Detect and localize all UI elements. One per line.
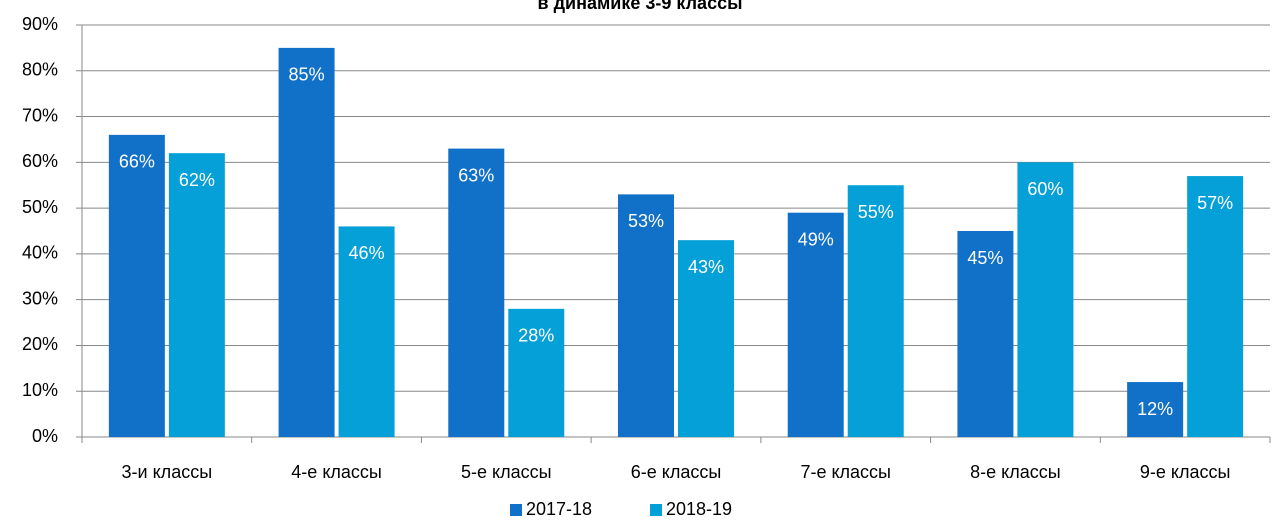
legend-swatch bbox=[510, 504, 522, 516]
bar bbox=[618, 194, 674, 437]
y-tick-label: 20% bbox=[22, 334, 58, 354]
legend-label: 2018-19 bbox=[666, 499, 732, 519]
x-tick-label: 7-е классы bbox=[800, 462, 891, 482]
value-label: 28% bbox=[518, 326, 554, 346]
bar bbox=[678, 240, 734, 437]
value-label: 12% bbox=[1137, 399, 1173, 419]
legend-label: 2017-18 bbox=[526, 499, 592, 519]
value-label: 45% bbox=[967, 248, 1003, 268]
value-label: 46% bbox=[349, 243, 385, 263]
value-label: 57% bbox=[1197, 193, 1233, 213]
bar bbox=[957, 231, 1014, 437]
x-tick-label: 5-е классы bbox=[461, 462, 552, 482]
y-tick-label: 30% bbox=[22, 288, 58, 308]
chart-title: в динамике 3-9 классы bbox=[538, 0, 743, 13]
y-tick-label: 70% bbox=[22, 105, 58, 125]
y-tick-label: 60% bbox=[22, 151, 58, 171]
value-label: 60% bbox=[1027, 179, 1063, 199]
y-tick-label: 0% bbox=[32, 426, 58, 446]
y-tick-label: 50% bbox=[22, 197, 58, 217]
y-tick-label: 40% bbox=[22, 243, 58, 263]
value-label: 66% bbox=[119, 152, 155, 172]
bar bbox=[448, 148, 505, 437]
value-label: 63% bbox=[458, 165, 494, 185]
value-label: 53% bbox=[628, 211, 664, 231]
value-label: 43% bbox=[688, 257, 724, 277]
value-label: 55% bbox=[858, 202, 894, 222]
bar bbox=[278, 47, 335, 438]
value-label: 85% bbox=[289, 65, 325, 85]
x-tick-label: 6-е классы bbox=[631, 462, 722, 482]
x-tick-label: 9-е классы bbox=[1140, 462, 1231, 482]
y-tick-label: 80% bbox=[22, 60, 58, 80]
bar bbox=[1127, 382, 1184, 437]
bar bbox=[787, 212, 844, 437]
legend-swatch bbox=[650, 504, 662, 516]
bar bbox=[847, 185, 904, 437]
bar bbox=[338, 226, 395, 437]
value-label: 49% bbox=[798, 229, 834, 249]
bar bbox=[1017, 162, 1074, 438]
value-label: 62% bbox=[179, 170, 215, 190]
x-tick-label: 4-е классы bbox=[291, 462, 382, 482]
y-tick-label: 90% bbox=[22, 14, 58, 34]
y-tick-label: 10% bbox=[22, 380, 58, 400]
bar bbox=[508, 308, 565, 437]
x-tick-label: 3-и классы bbox=[122, 462, 213, 482]
bar bbox=[168, 153, 225, 437]
bar bbox=[108, 134, 165, 437]
bar bbox=[1187, 176, 1244, 438]
x-tick-label: 8-е классы bbox=[970, 462, 1061, 482]
